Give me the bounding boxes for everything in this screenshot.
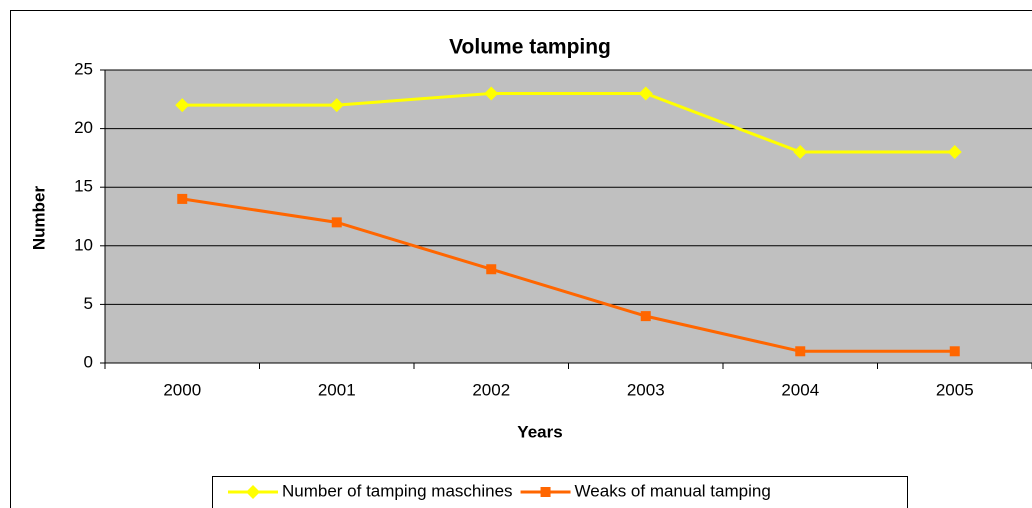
series-line	[182, 197, 955, 353]
series-line	[182, 91, 955, 154]
data-point	[177, 193, 188, 204]
legend-label: Number of tamping maschines	[282, 481, 513, 500]
data-point	[484, 86, 499, 101]
legend-marker	[540, 487, 551, 497]
y-tick-label: 5	[84, 294, 93, 313]
legend-marker	[246, 485, 260, 499]
chart-title: Volume tamping	[449, 36, 611, 59]
x-tick-label: 2004	[781, 380, 819, 399]
data-point	[329, 98, 344, 113]
data-point	[331, 217, 342, 228]
x-tick-label: 2003	[627, 380, 665, 399]
y-axis-label: Number	[29, 186, 48, 251]
data-point	[949, 346, 960, 357]
y-tick-label: 10	[74, 235, 93, 254]
x-axis-label: Years	[517, 422, 562, 441]
plot-area	[105, 70, 1032, 363]
data-point	[795, 346, 806, 357]
x-tick-label: 2005	[936, 380, 974, 399]
x-tick-label: 2000	[163, 380, 201, 399]
y-tick-label: 25	[74, 59, 93, 78]
data-point	[638, 86, 653, 101]
data-point	[175, 98, 190, 113]
y-tick-label: 15	[74, 177, 93, 196]
y-tick-label: 20	[74, 118, 93, 137]
y-tick-label: 0	[84, 352, 93, 371]
data-point	[793, 145, 808, 160]
data-point	[947, 145, 962, 160]
legend-label: Weaks of manual tamping	[575, 481, 771, 500]
data-point	[640, 311, 651, 322]
x-tick-label: 2002	[472, 380, 510, 399]
data-point	[486, 264, 497, 275]
x-tick-label: 2001	[318, 380, 356, 399]
